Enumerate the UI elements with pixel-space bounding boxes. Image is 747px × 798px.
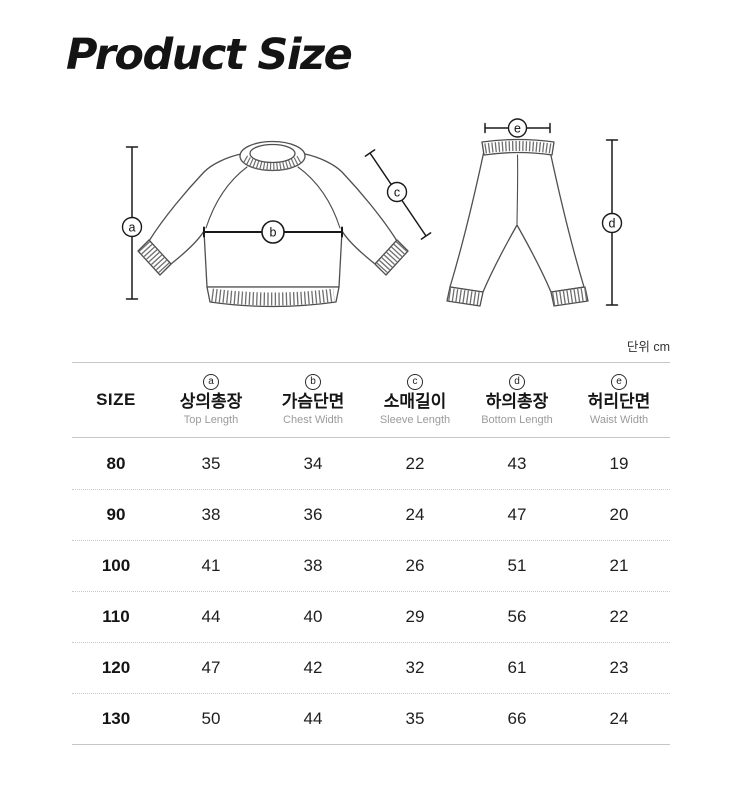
value-cell: 42 [303, 658, 323, 677]
value-cell: 35 [201, 453, 221, 473]
label-c: c [394, 186, 400, 200]
sweatshirt-hem [206, 286, 340, 308]
header-col-bottom-length: d 하의총장 Bottom Length [466, 374, 568, 426]
size-cell: 120 [101, 658, 131, 677]
value-cell: 26 [405, 556, 425, 575]
table-row-130: 130 50 44 35 66 24 [72, 693, 670, 744]
value-cell: 66 [507, 709, 527, 728]
pants-center-seam [516, 154, 519, 225]
value-cell: 35 [405, 709, 425, 728]
value-cell: 19 [609, 453, 629, 473]
value-cell: 21 [609, 556, 629, 575]
value-cell: 38 [201, 505, 221, 524]
label-circle-b [261, 220, 285, 244]
circled-letter-c: c [407, 374, 423, 391]
value-cell: 24 [405, 505, 425, 524]
label-d: d [609, 217, 616, 231]
value-cell: 51 [507, 556, 527, 575]
label-circle-e [507, 118, 528, 138]
value-cell: 40 [303, 607, 323, 626]
header-col-waist-width: e 허리단면 Waist Width [568, 374, 670, 426]
header-kr-bottom-length: 하의총장 [485, 392, 549, 412]
value-cell: 56 [507, 607, 527, 626]
value-cell: 61 [507, 658, 527, 677]
value-cell: 44 [201, 607, 221, 626]
header-col-sleeve-length: c 소매길이 Sleeve Length [364, 374, 466, 426]
table-header: SIZE a 상의총장 Top Length b 가슴단면 Chest Widt… [72, 363, 670, 438]
table-row-120: 120 47 42 32 61 23 [72, 642, 670, 693]
sweatshirt-collar-inner [249, 143, 296, 164]
pants-illustration [446, 138, 589, 307]
value-cell: 22 [609, 607, 629, 626]
value-cell: 32 [405, 658, 425, 677]
page-title: Product Size [66, 30, 353, 80]
header-en-waist-width: Waist Width [589, 413, 649, 426]
label-b: b [270, 226, 277, 240]
value-cell: 41 [201, 556, 221, 575]
size-diagram: a b c d e [121, 118, 623, 308]
header-kr-waist-width: 허리단면 [587, 392, 651, 412]
value-cell: 43 [507, 453, 527, 473]
value-cell: 38 [303, 556, 323, 575]
sweatshirt-seam-left [205, 166, 248, 229]
header-en-chest-width: Chest Width [283, 413, 343, 426]
value-cell: 23 [609, 658, 629, 677]
header-en-top-length: Top Length [183, 413, 239, 426]
value-cell: 50 [201, 709, 221, 728]
circled-letter-b: b [305, 374, 321, 391]
label-circle-a [121, 216, 143, 238]
header-kr-chest-width: 가슴단면 [281, 392, 345, 412]
size-cell: 110 [102, 607, 130, 626]
value-cell: 34 [303, 453, 323, 473]
letter-b: b [310, 376, 316, 388]
letter-a: a [208, 376, 214, 388]
table-row-110: 110 44 40 29 56 22 [72, 591, 670, 642]
table-row-100: 100 41 38 26 51 21 [72, 540, 670, 591]
value-cell: 47 [201, 658, 221, 677]
table-row-90: 90 38 36 24 47 20 [72, 489, 670, 540]
label-e: e [514, 122, 521, 136]
header-kr-sleeve-length: 소매길이 [383, 392, 447, 412]
table-row-80: 80 35 34 22 43 19 [72, 438, 670, 489]
letter-c: c [412, 376, 418, 388]
label-circle-d [601, 212, 623, 234]
size-cell: 100 [101, 556, 131, 575]
unit-label: 단위 cm [626, 340, 670, 354]
size-cell: 130 [101, 709, 131, 728]
size-header-label: SIZE [96, 390, 136, 409]
header-kr-top-length: 상의총장 [179, 392, 243, 412]
size-cell: 80 [106, 453, 126, 473]
circled-letter-d: d [509, 374, 525, 391]
header-col-chest-width: b 가슴단면 Chest Width [262, 374, 364, 426]
value-cell: 22 [405, 453, 425, 473]
header-col-size: SIZE [72, 390, 160, 410]
size-table: SIZE a 상의총장 Top Length b 가슴단면 Chest Widt… [72, 362, 670, 745]
letter-d: d [514, 376, 520, 388]
measurement-labels: a b c d e [121, 118, 623, 244]
value-cell: 44 [303, 709, 323, 728]
circled-letter-a: a [203, 374, 219, 391]
value-cell: 47 [507, 505, 527, 524]
label-a: a [129, 221, 136, 235]
value-cell: 24 [609, 709, 629, 728]
header-col-top-length: a 상의총장 Top Length [160, 374, 262, 426]
value-cell: 29 [405, 607, 425, 626]
header-en-sleeve-length: Sleeve Length [379, 413, 451, 426]
value-cell: 36 [303, 505, 323, 524]
letter-e: e [616, 376, 622, 388]
header-en-bottom-length: Bottom Length [481, 413, 553, 426]
sweatshirt-collar-ribbing [242, 155, 303, 171]
label-circle-c [386, 181, 408, 203]
sweatshirt-seam-right [297, 166, 341, 229]
value-cell: 20 [609, 505, 629, 524]
circled-letter-e: e [611, 374, 627, 391]
size-cell: 90 [106, 505, 126, 524]
